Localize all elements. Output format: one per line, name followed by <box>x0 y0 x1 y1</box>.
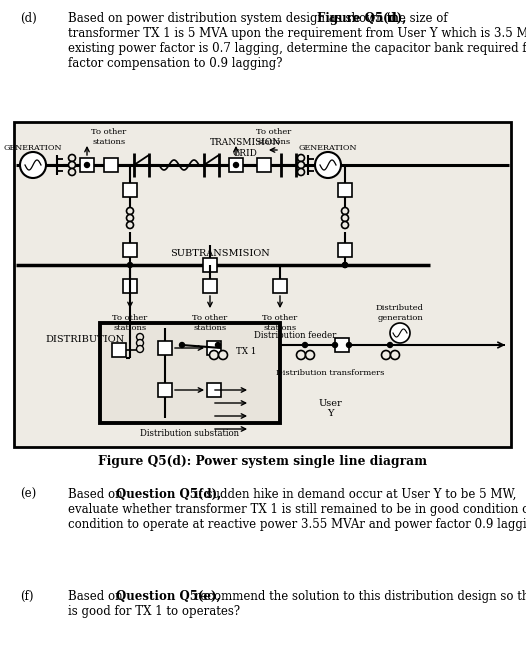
Text: To other
stations: To other stations <box>113 314 148 332</box>
Circle shape <box>298 162 305 168</box>
Text: Based on power distribution system design as shown in: Based on power distribution system desig… <box>68 12 402 25</box>
Text: TX 1: TX 1 <box>236 346 256 355</box>
Text: the size of: the size of <box>383 12 448 25</box>
Bar <box>123 243 137 257</box>
Circle shape <box>126 207 134 215</box>
Circle shape <box>137 340 144 346</box>
Bar <box>338 183 352 197</box>
Circle shape <box>302 342 308 348</box>
Circle shape <box>306 351 315 359</box>
Text: condition to operate at reactive power 3.55 MVAr and power factor 0.9 lagging?: condition to operate at reactive power 3… <box>68 518 526 531</box>
Circle shape <box>347 342 351 348</box>
Text: existing power factor is 0.7 lagging, determine the capacitor bank required for : existing power factor is 0.7 lagging, de… <box>68 42 526 55</box>
Text: To other
stations: To other stations <box>256 128 291 145</box>
Text: TRANSMISION
GRID: TRANSMISION GRID <box>209 138 280 158</box>
Bar <box>257 158 271 172</box>
Circle shape <box>127 263 133 267</box>
Bar <box>158 383 172 397</box>
Bar <box>203 258 217 272</box>
Circle shape <box>85 162 89 168</box>
Bar <box>338 243 352 257</box>
Circle shape <box>342 263 348 267</box>
Circle shape <box>341 222 349 228</box>
Circle shape <box>218 351 228 359</box>
Text: Distributed
generation: Distributed generation <box>376 304 424 321</box>
Bar <box>229 158 243 172</box>
Circle shape <box>315 152 341 178</box>
Text: GENERATION: GENERATION <box>4 144 62 152</box>
Text: Based on: Based on <box>68 488 126 501</box>
Bar <box>203 279 217 293</box>
Bar <box>273 279 287 293</box>
Bar <box>123 183 137 197</box>
Circle shape <box>298 155 305 162</box>
Text: Distribution transformers: Distribution transformers <box>276 369 384 377</box>
Circle shape <box>20 152 46 178</box>
Circle shape <box>137 346 144 353</box>
Circle shape <box>126 222 134 228</box>
Bar <box>100 323 280 423</box>
Circle shape <box>234 162 238 168</box>
Circle shape <box>68 168 76 175</box>
Circle shape <box>342 263 348 267</box>
Text: recommend the solution to this distribution design so that it: recommend the solution to this distribut… <box>191 590 526 603</box>
Circle shape <box>297 351 306 359</box>
Bar <box>123 279 137 293</box>
Text: Y: Y <box>327 409 333 417</box>
Text: Figure Q5(d),: Figure Q5(d), <box>317 12 407 25</box>
Circle shape <box>209 351 218 359</box>
Text: To other
stations: To other stations <box>262 314 298 332</box>
Circle shape <box>68 162 76 168</box>
Text: (d): (d) <box>20 12 37 25</box>
Bar <box>104 158 118 172</box>
Text: evaluate whether transformer TX 1 is still remained to be in good condition or b: evaluate whether transformer TX 1 is sti… <box>68 503 526 516</box>
Circle shape <box>68 155 76 162</box>
Circle shape <box>390 323 410 343</box>
Circle shape <box>390 351 400 359</box>
Circle shape <box>341 207 349 215</box>
Circle shape <box>341 215 349 222</box>
Text: DISTRIBUTION: DISTRIBUTION <box>45 336 125 344</box>
Text: User: User <box>318 398 342 408</box>
Circle shape <box>126 215 134 222</box>
Text: (e): (e) <box>20 488 36 501</box>
Text: Based on: Based on <box>68 590 126 603</box>
Circle shape <box>137 334 144 340</box>
Circle shape <box>388 342 392 348</box>
Text: Figure Q5(d): Power system single line diagram: Figure Q5(d): Power system single line d… <box>98 455 428 468</box>
Text: Distribution substation: Distribution substation <box>140 428 239 437</box>
Text: if sudden hike in demand occur at User Y to be 5 MW,: if sudden hike in demand occur at User Y… <box>191 488 517 501</box>
Text: SUBTRANSMISION: SUBTRANSMISION <box>170 250 270 258</box>
Text: To other
stations: To other stations <box>193 314 228 332</box>
Text: Question Q5(d),: Question Q5(d), <box>116 488 221 501</box>
Bar <box>207 383 221 397</box>
Bar <box>80 158 94 172</box>
Text: is good for TX 1 to operates?: is good for TX 1 to operates? <box>68 605 240 618</box>
Text: transformer TX 1 is 5 MVA upon the requirement from User Y which is 3.5 MW. If t: transformer TX 1 is 5 MVA upon the requi… <box>68 27 526 40</box>
Circle shape <box>298 168 305 175</box>
Text: GENERATION: GENERATION <box>299 144 357 152</box>
Text: Question Q5(e),: Question Q5(e), <box>116 590 220 603</box>
Text: (f): (f) <box>20 590 34 603</box>
Circle shape <box>332 342 338 348</box>
Bar <box>158 341 172 355</box>
Text: factor compensation to 0.9 lagging?: factor compensation to 0.9 lagging? <box>68 57 282 70</box>
Text: To other
stations: To other stations <box>92 128 127 145</box>
Text: Distribution feeder: Distribution feeder <box>254 331 336 340</box>
Circle shape <box>216 342 220 348</box>
Bar <box>335 338 349 352</box>
Bar <box>14 122 511 447</box>
Circle shape <box>381 351 390 359</box>
Circle shape <box>179 342 185 348</box>
Bar <box>207 341 221 355</box>
Bar <box>112 343 126 357</box>
